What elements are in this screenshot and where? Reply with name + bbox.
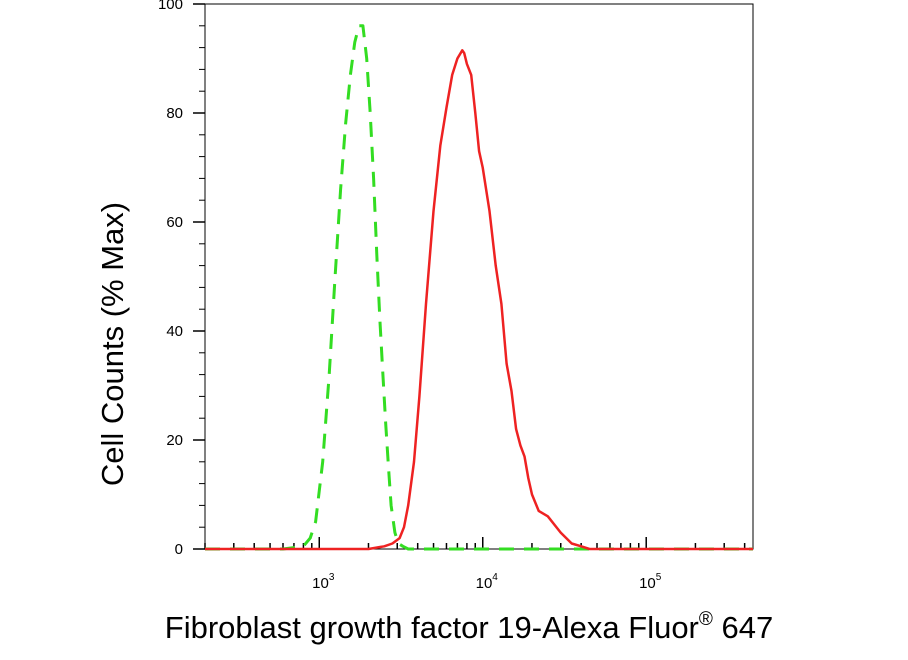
- control-histogram-line: [205, 24, 753, 551]
- y-tick-label: 20: [166, 432, 183, 449]
- plot-frame: [204, 3, 754, 550]
- x-tick-label: 103: [312, 572, 335, 592]
- x-tick-label-base: 10: [639, 575, 656, 592]
- y-tick-group: 0 20 40 60 80 100: [158, 0, 205, 558]
- x-tick-group: 103 104 105: [312, 537, 662, 592]
- x-axis-title: Fibroblast growth factor 19-Alexa Fluor®…: [165, 609, 773, 645]
- x-axis-title-suffix: 647: [713, 610, 773, 645]
- x-axis-title-superscript: ®: [699, 609, 713, 630]
- y-axis-title: Cell Counts (% Max): [95, 202, 130, 486]
- y-tick-label: 60: [166, 214, 183, 231]
- x-tick-label: 105: [639, 572, 662, 592]
- sample-histogram-line: [205, 49, 753, 551]
- x-axis-title-main: Fibroblast growth factor 19-Alexa Fluor: [165, 610, 699, 645]
- y-tick-label: 80: [166, 105, 183, 122]
- y-tick-label: 40: [166, 323, 183, 340]
- series-group: [205, 24, 753, 551]
- x-tick-label-exponent: 4: [492, 572, 498, 583]
- y-tick-label: 100: [158, 0, 183, 13]
- x-tick-label-exponent: 5: [656, 572, 662, 583]
- x-tick-label-base: 10: [312, 575, 329, 592]
- x-tick-label-base: 10: [476, 575, 493, 592]
- x-tick-label: 104: [476, 572, 499, 592]
- y-tick-label: 0: [175, 541, 183, 558]
- x-tick-label-exponent: 3: [329, 572, 335, 583]
